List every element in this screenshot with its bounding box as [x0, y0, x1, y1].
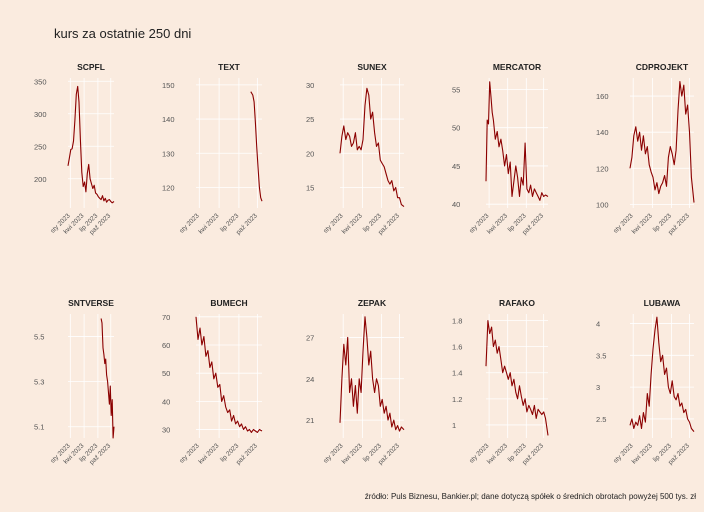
y-tick-label: 100 — [596, 200, 609, 209]
x-tick-label: kwi 2023 — [631, 212, 654, 235]
y-tick-label: 150 — [162, 81, 175, 90]
y-tick-label: 25 — [306, 115, 314, 124]
y-tick-label: 60 — [162, 341, 170, 350]
y-tick-label: 30 — [306, 81, 314, 90]
y-tick-label: 30 — [162, 426, 170, 435]
chart-title: SNTVERSE — [68, 298, 114, 308]
y-tick-label: 5.1 — [34, 423, 44, 432]
y-tick-label: 2.5 — [596, 415, 606, 424]
y-tick-label: 300 — [34, 110, 47, 119]
y-tick-label: 250 — [34, 142, 47, 151]
series-line — [250, 91, 263, 202]
chart-title: ZEPAK — [358, 298, 387, 308]
y-tick-label: 3.5 — [596, 351, 606, 360]
series-line — [67, 85, 115, 204]
page-title: kurs za ostatnie 250 dni — [54, 26, 192, 41]
chart-title: LUBAWA — [644, 298, 681, 308]
x-tick-label: kwi 2023 — [341, 212, 364, 235]
series-line — [195, 316, 263, 433]
series-line — [100, 318, 115, 439]
y-tick-label: 1.4 — [452, 369, 462, 378]
series-line — [629, 81, 695, 203]
series-line — [339, 87, 405, 208]
y-tick-label: 200 — [34, 175, 47, 184]
y-tick-label: 15 — [306, 183, 314, 192]
y-tick-label: 5.5 — [34, 333, 44, 342]
chart-title: RAFAKO — [499, 298, 535, 308]
y-tick-label: 120 — [162, 183, 175, 192]
y-tick-label: 50 — [452, 124, 460, 133]
chart-title: TEXT — [218, 62, 241, 72]
y-tick-label: 21 — [306, 416, 314, 425]
y-tick-label: 50 — [162, 369, 170, 378]
y-tick-label: 45 — [452, 162, 460, 171]
y-tick-label: 350 — [34, 77, 47, 86]
y-tick-label: 160 — [596, 92, 609, 101]
series-line — [339, 316, 405, 432]
y-tick-label: 5.3 — [34, 378, 44, 387]
y-tick-label: 40 — [162, 397, 170, 406]
chart-title: BUMECH — [210, 298, 247, 308]
y-tick-label: 1.8 — [452, 317, 462, 326]
y-tick-label: 1 — [452, 421, 456, 430]
y-tick-label: 55 — [452, 85, 460, 94]
y-tick-label: 40 — [452, 200, 460, 209]
chart-title: MERCATOR — [493, 62, 541, 72]
x-tick-label: kwi 2023 — [197, 442, 220, 465]
y-tick-label: 1.2 — [452, 395, 462, 404]
x-tick-label: kwi 2023 — [631, 442, 654, 465]
source-caption: źródło: Puls Biznesu, Bankier.pl; dane d… — [364, 492, 696, 501]
x-tick-label: kwi 2023 — [486, 212, 509, 235]
x-tick-label: kwi 2023 — [486, 442, 509, 465]
y-tick-label: 4 — [596, 320, 600, 329]
y-tick-label: 1.6 — [452, 343, 462, 352]
y-tick-label: 27 — [306, 333, 314, 342]
y-tick-label: 140 — [162, 115, 175, 124]
chart-title: SCPFL — [77, 62, 105, 72]
x-tick-label: kwi 2023 — [341, 442, 364, 465]
y-tick-label: 130 — [162, 149, 175, 158]
y-tick-label: 120 — [596, 164, 609, 173]
y-tick-label: 24 — [306, 375, 314, 384]
y-tick-label: 3 — [596, 383, 600, 392]
chart-title: SUNEX — [357, 62, 387, 72]
y-tick-label: 70 — [162, 313, 170, 322]
x-tick-label: kwi 2023 — [197, 212, 220, 235]
y-tick-label: 20 — [306, 149, 314, 158]
y-tick-label: 140 — [596, 128, 609, 137]
series-line — [629, 316, 695, 432]
chart-title: CDPROJEKT — [636, 62, 689, 72]
series-line — [485, 319, 549, 436]
series-line — [485, 81, 549, 201]
